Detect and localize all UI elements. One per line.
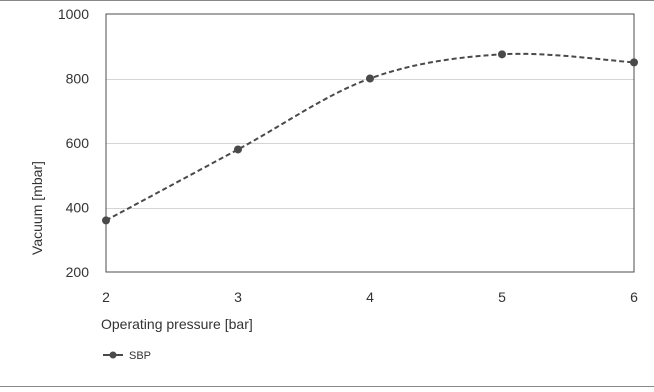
x-tick-label: 5 (498, 289, 506, 305)
x-tick-label: 4 (366, 289, 374, 305)
x-tick-label: 2 (102, 289, 110, 305)
legend: SBP (103, 350, 151, 362)
plot-frame (105, 13, 635, 273)
x-tick-label: 6 (630, 289, 638, 305)
series-layer (102, 50, 638, 225)
data-point (366, 74, 374, 83)
data-point (234, 145, 242, 154)
y-tick-label: 200 (66, 264, 90, 280)
legend-label-sbp: SBP (129, 350, 151, 362)
data-point (630, 58, 638, 67)
x-axis-ticks: 2 3 4 5 6 (102, 289, 638, 305)
x-tick-label: 3 (234, 289, 242, 305)
legend-swatch-marker (109, 351, 117, 359)
y-axis-ticks: 200 400 600 800 1000 (58, 6, 89, 280)
gridlines (106, 79, 634, 209)
y-tick-label: 1000 (58, 6, 89, 22)
x-axis-title: Operating pressure [bar] (101, 316, 253, 332)
data-point (498, 50, 506, 59)
y-axis-title: Vacuum [mbar] (29, 161, 45, 255)
y-tick-label: 600 (66, 135, 90, 151)
y-tick-label: 400 (66, 200, 90, 216)
data-point (102, 216, 110, 225)
y-tick-label: 800 (66, 71, 90, 87)
